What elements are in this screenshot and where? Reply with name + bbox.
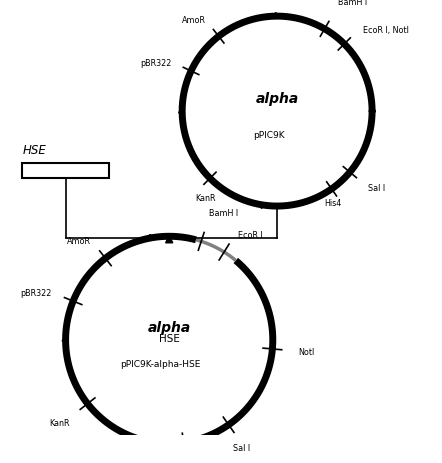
Text: His4: His4 [324,199,341,208]
Text: Sal I: Sal I [233,444,250,452]
Text: KanR: KanR [195,194,216,203]
Text: NotI: NotI [298,347,314,356]
Text: pPIC9K-alpha-HSE: pPIC9K-alpha-HSE [120,359,201,369]
Text: AmoR: AmoR [67,236,91,245]
Text: Sal I: Sal I [368,183,385,193]
Text: KanR: KanR [49,418,69,427]
Text: EcoR I: EcoR I [238,231,263,239]
Text: BamH I: BamH I [209,208,238,217]
Text: EcoR I, NotI: EcoR I, NotI [363,26,409,35]
Bar [23,164,109,179]
Text: pPIC9K: pPIC9K [253,131,284,140]
Text: alpha: alpha [148,320,191,334]
Text: pBR322: pBR322 [21,288,52,297]
Text: HSE: HSE [159,333,179,343]
Text: pBR322: pBR322 [141,58,172,68]
Text: alpha: alpha [255,92,299,106]
Text: HSE: HSE [23,144,46,157]
Text: AmoR: AmoR [182,16,206,25]
Text: BamH I: BamH I [338,0,367,7]
